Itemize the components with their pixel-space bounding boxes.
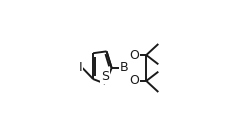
Text: O: O (129, 49, 139, 62)
Text: S: S (101, 70, 109, 83)
Text: O: O (129, 74, 139, 87)
Text: B: B (120, 61, 128, 75)
Text: I: I (79, 61, 82, 75)
Text: I: I (79, 61, 82, 75)
